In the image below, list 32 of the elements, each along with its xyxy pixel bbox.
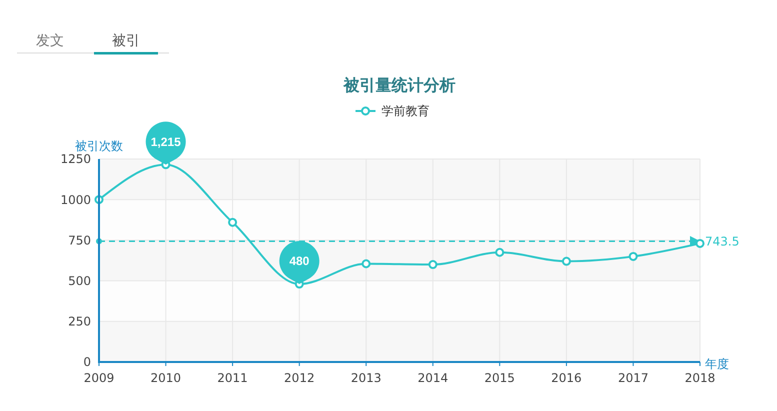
y-tick-label: 1250: [60, 152, 91, 166]
point: [696, 238, 704, 248]
y-tick-label: 250: [68, 314, 91, 329]
chart-title: 被引量统计分析: [342, 76, 456, 95]
y-tick-label: 1000: [60, 192, 91, 207]
text: 发文: [36, 32, 64, 49]
annotation: 1,215: [150, 134, 182, 149]
y-tick-label: 0: [83, 355, 91, 370]
x-tick-label: 2010: [150, 371, 182, 386]
y-tick-label: 500: [68, 274, 91, 288]
x-tick-label: 2017: [618, 371, 648, 386]
x-tick-label: 2016: [551, 371, 582, 386]
point: [362, 259, 371, 268]
legend-label: 学前教育: [382, 104, 430, 118]
y-tick-label: 750: [68, 233, 91, 248]
x-tick-label: 2013: [350, 371, 382, 386]
x-tick-label: 2009: [84, 371, 114, 386]
point: [562, 256, 571, 266]
point: [628, 252, 638, 261]
text: 被引: [112, 32, 140, 49]
ref-line-label: 743.5: [705, 234, 740, 248]
x-tick-label: 2015: [484, 371, 515, 386]
point: [495, 248, 504, 257]
x-tick-label: 2012: [284, 371, 315, 386]
x-axis-title: 年度: [705, 357, 729, 372]
annotation: 480: [289, 254, 310, 268]
y-axis-title: 被引次数: [75, 139, 123, 154]
x-tick-label: 2014: [418, 371, 448, 386]
point: [428, 260, 438, 270]
x-tick-label: 2018: [684, 371, 716, 386]
x-tick-label: 2011: [217, 371, 248, 386]
point: [228, 218, 238, 227]
